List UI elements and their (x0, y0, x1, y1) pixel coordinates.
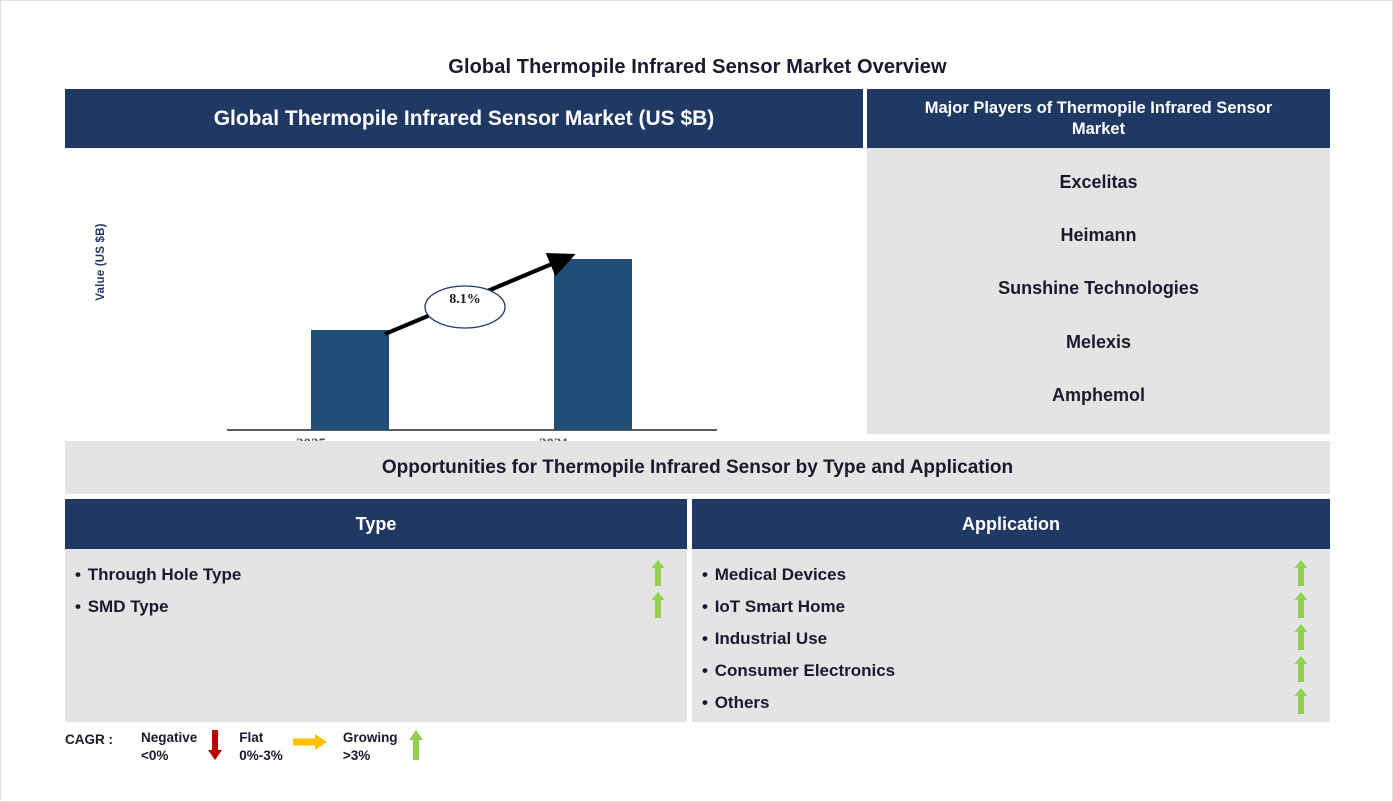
arrow-up-icon (1294, 623, 1308, 655)
cagr-legend: CAGR : Negative <0% Flat 0%-3% Growing >… (65, 729, 440, 765)
list-item: Heimann (1060, 225, 1137, 246)
arrow-right-icon (292, 730, 327, 754)
bullet-icon: • (702, 693, 708, 712)
bar-2031 (554, 259, 632, 430)
legend-flat-text: Flat 0%-3% (239, 730, 283, 764)
legend-entry-negative: Negative <0% (141, 729, 233, 765)
application-item-label: • Others (702, 693, 770, 712)
arrow-up-icon (1294, 591, 1308, 623)
type-column-header: Type (65, 499, 687, 549)
list-item: • Consumer Electronics (692, 655, 1330, 687)
bullet-icon: • (702, 661, 708, 680)
arrow-up-icon (651, 559, 665, 591)
cagr-callout-ellipse (424, 285, 506, 329)
list-item: Amphemol (1051, 384, 1145, 405)
market-chart-body: Value (US $B) 8.1% 2025 (65, 148, 863, 491)
bar-2025 (311, 330, 389, 430)
page-title: Global Thermopile Infrared Sensor Market… (448, 56, 947, 78)
bar-chart-svg (227, 252, 717, 431)
legend-entry-growing: Growing >3% (343, 729, 434, 765)
cagr-legend-title: CAGR : (65, 732, 113, 747)
bullet-icon: • (702, 565, 708, 584)
list-item: • Through Hole Type (65, 559, 687, 591)
bullet-icon: • (75, 597, 81, 616)
market-chart-header: Global Thermopile Infrared Sensor Market… (65, 89, 863, 148)
cagr-value-label: 8.1% (449, 292, 481, 307)
arrow-up-icon (1294, 559, 1308, 591)
bullet-icon: • (75, 565, 81, 584)
legend-entry-flat: Flat 0%-3% (239, 729, 337, 765)
legend-growing-text: Growing >3% (342, 730, 398, 764)
arrow-up-icon (651, 591, 665, 623)
application-item-label: • IoT Smart Home (702, 597, 846, 616)
arrow-up-icon (1294, 687, 1308, 719)
list-item: Excelitas (1059, 172, 1138, 193)
market-chart-panel: Global Thermopile Infrared Sensor Market… (65, 89, 863, 491)
list-item: • IoT Smart Home (692, 591, 1330, 623)
opportunities-application-column: Application • Medical Devices • IoT Smar… (692, 499, 1330, 722)
list-item: • Others (692, 687, 1330, 719)
type-item-label: • SMD Type (75, 597, 169, 616)
major-players-list: Excelitas Heimann Sunshine Technologies … (867, 148, 1330, 434)
major-players-header: Major Players of Thermopile Infrared Sen… (867, 89, 1330, 148)
major-players-panel: Major Players of Thermopile Infrared Sen… (867, 89, 1330, 434)
application-item-label: • Industrial Use (702, 629, 828, 648)
opportunities-banner: Opportunities for Thermopile Infrared Se… (65, 441, 1330, 494)
legend-negative-text: Negative <0% (141, 730, 198, 764)
bullet-icon: • (702, 629, 708, 648)
opportunities-type-column: Type • Through Hole Type • SMD Type (65, 499, 687, 722)
application-item-label: • Consumer Electronics (702, 661, 896, 680)
arrow-down-icon (207, 730, 223, 763)
application-item-label: • Medical Devices (702, 565, 847, 584)
list-item: • Medical Devices (692, 559, 1330, 591)
application-column-header: Application (692, 499, 1330, 549)
list-item: Sunshine Technologies (998, 278, 1199, 299)
application-item-list: • Medical Devices • IoT Smart Home • Ind… (692, 549, 1330, 719)
type-item-list: • Through Hole Type • SMD Type (65, 549, 687, 623)
list-item: Melexis (1065, 331, 1132, 352)
list-item: • Industrial Use (692, 623, 1330, 655)
type-item-label: • Through Hole Type (75, 565, 242, 584)
bullet-icon: • (702, 597, 708, 616)
arrow-up-icon (408, 730, 424, 763)
arrow-up-icon (1294, 655, 1308, 687)
list-item: • SMD Type (65, 591, 687, 623)
